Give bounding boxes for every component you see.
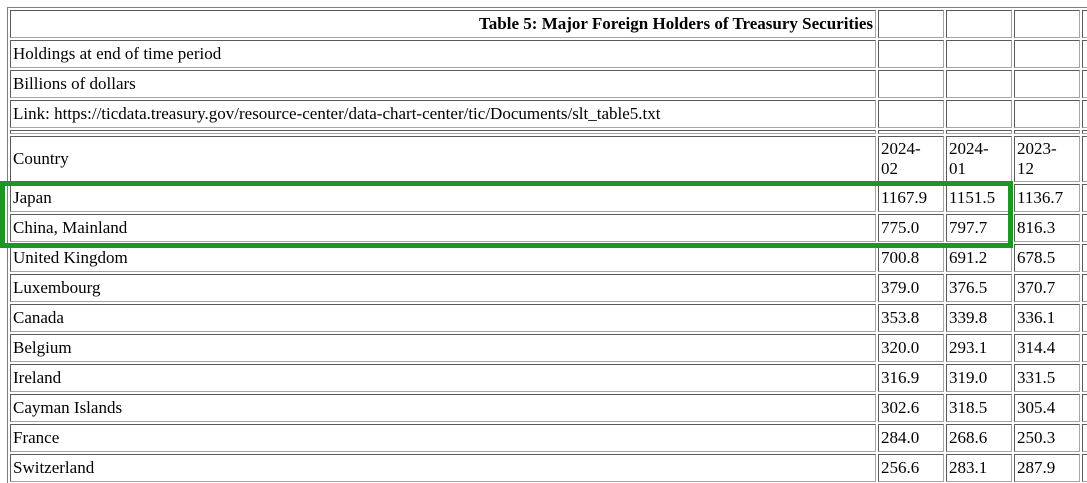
value-cell: 691.2 <box>946 244 1012 272</box>
value-cell: 318.5 <box>946 394 1012 422</box>
value-cell: 256.6 <box>878 454 944 482</box>
value-cell: 302.6 <box>878 394 944 422</box>
value-cell: 331.5 <box>1014 364 1080 392</box>
info-text-link: Link: https://ticdata.treasury.gov/resou… <box>10 100 876 128</box>
empty-cell <box>946 10 1012 38</box>
table-row-france: France 284.0 268.6 250.3 <box>10 424 1087 452</box>
table-row-belgium: Belgium 320.0 293.1 314.4 <box>10 334 1087 362</box>
empty-cell <box>878 40 944 68</box>
table-row-japan: Japan 1167.9 1151.5 1136.7 <box>10 184 1087 212</box>
value-cell: 250.3 <box>1014 424 1080 452</box>
empty-cell <box>1082 100 1087 128</box>
empty-cell <box>1082 40 1087 68</box>
empty-cell <box>946 100 1012 128</box>
value-cell: 283.1 <box>946 454 1012 482</box>
empty-cell <box>1014 70 1080 98</box>
value-cell: 293.1 <box>946 334 1012 362</box>
info-row-billions: Billions of dollars <box>10 70 1087 98</box>
empty-cell <box>1082 214 1087 242</box>
info-row-holdings: Holdings at end of time period <box>10 40 1087 68</box>
empty-cell <box>1082 304 1087 332</box>
empty-cell <box>10 130 876 134</box>
table-row-canada: Canada 353.8 339.8 336.1 <box>10 304 1087 332</box>
value-cell: 314.4 <box>1014 334 1080 362</box>
empty-cell <box>1014 100 1080 128</box>
country-cell: France <box>10 424 876 452</box>
title-row: Table 5: Major Foreign Holders of Treasu… <box>10 10 1087 38</box>
value-cell: 1136.7 <box>1014 184 1080 212</box>
country-cell: Switzerland <box>10 454 876 482</box>
value-cell: 379.0 <box>878 274 944 302</box>
empty-cell <box>1082 454 1087 482</box>
empty-cell <box>1082 364 1087 392</box>
value-cell: 320.0 <box>878 334 944 362</box>
value-cell: 700.8 <box>878 244 944 272</box>
value-cell: 797.7 <box>946 214 1012 242</box>
empty-cell <box>1082 130 1087 134</box>
empty-cell <box>1082 424 1087 452</box>
value-cell: 268.6 <box>946 424 1012 452</box>
value-cell: 1167.9 <box>878 184 944 212</box>
value-cell: 678.5 <box>1014 244 1080 272</box>
empty-cell <box>1082 274 1087 302</box>
table-row-united-kingdom: United Kingdom 700.8 691.2 678.5 <box>10 244 1087 272</box>
country-cell: China, Mainland <box>10 214 876 242</box>
info-text-holdings: Holdings at end of time period <box>10 40 876 68</box>
empty-cell <box>946 130 1012 134</box>
table-row-china-mainland: China, Mainland 775.0 797.7 816.3 <box>10 214 1087 242</box>
country-cell: Ireland <box>10 364 876 392</box>
info-row-link: Link: https://ticdata.treasury.gov/resou… <box>10 100 1087 128</box>
empty-cell <box>946 70 1012 98</box>
country-cell: Canada <box>10 304 876 332</box>
treasury-holders-table: Table 5: Major Foreign Holders of Treasu… <box>7 7 1087 483</box>
empty-cell <box>1082 334 1087 362</box>
value-cell: 305.4 <box>1014 394 1080 422</box>
empty-cell <box>1082 136 1087 182</box>
info-text-billions: Billions of dollars <box>10 70 876 98</box>
column-header-period-3: 2023-12 <box>1014 136 1080 182</box>
separator-row <box>10 130 1087 134</box>
empty-cell <box>878 70 944 98</box>
value-cell: 336.1 <box>1014 304 1080 332</box>
country-cell: Belgium <box>10 334 876 362</box>
value-cell: 319.0 <box>946 364 1012 392</box>
value-cell: 370.7 <box>1014 274 1080 302</box>
empty-cell <box>878 100 944 128</box>
empty-cell <box>1082 244 1087 272</box>
table-row-ireland: Ireland 316.9 319.0 331.5 <box>10 364 1087 392</box>
empty-cell <box>1082 10 1087 38</box>
country-cell: Japan <box>10 184 876 212</box>
table-row-switzerland: Switzerland 256.6 283.1 287.9 <box>10 454 1087 482</box>
value-cell: 316.9 <box>878 364 944 392</box>
empty-cell <box>1082 70 1087 98</box>
country-cell: Luxembourg <box>10 274 876 302</box>
empty-cell <box>1082 394 1087 422</box>
value-cell: 775.0 <box>878 214 944 242</box>
value-cell: 284.0 <box>878 424 944 452</box>
value-cell: 1151.5 <box>946 184 1012 212</box>
page-title: Table 5: Major Foreign Holders of Treasu… <box>10 10 876 38</box>
empty-cell <box>878 10 944 38</box>
column-header-country: Country <box>10 136 876 182</box>
column-header-period-1: 2024-02 <box>878 136 944 182</box>
value-cell: 287.9 <box>1014 454 1080 482</box>
value-cell: 376.5 <box>946 274 1012 302</box>
empty-cell <box>1082 184 1087 212</box>
table-row-cayman-islands: Cayman Islands 302.6 318.5 305.4 <box>10 394 1087 422</box>
empty-cell <box>878 130 944 134</box>
country-cell: Cayman Islands <box>10 394 876 422</box>
empty-cell <box>1014 40 1080 68</box>
column-header-period-2: 2024-01 <box>946 136 1012 182</box>
country-cell: United Kingdom <box>10 244 876 272</box>
value-cell: 353.8 <box>878 304 944 332</box>
empty-cell <box>1014 10 1080 38</box>
empty-cell <box>946 40 1012 68</box>
empty-cell <box>1014 130 1080 134</box>
table-row-luxembourg: Luxembourg 379.0 376.5 370.7 <box>10 274 1087 302</box>
value-cell: 339.8 <box>946 304 1012 332</box>
column-header-row: Country 2024-02 2024-01 2023-12 <box>10 136 1087 182</box>
value-cell: 816.3 <box>1014 214 1080 242</box>
